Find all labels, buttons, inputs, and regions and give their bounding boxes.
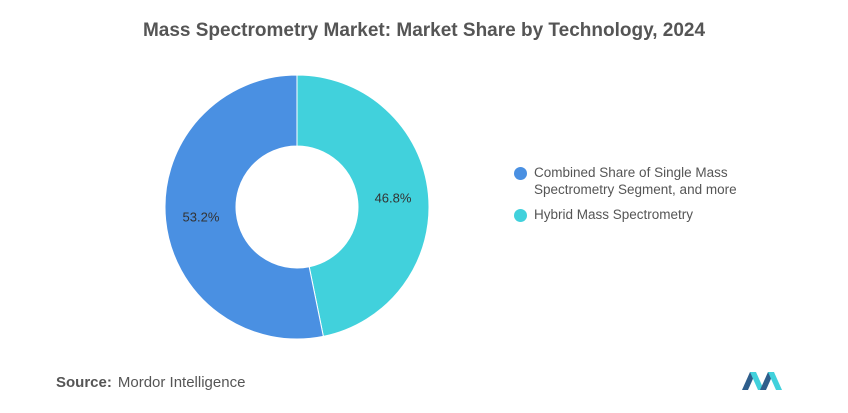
legend-item-single-ms: Combined Share of Single Mass Spectromet… — [514, 164, 794, 198]
legend-label-hybrid-ms: Hybrid Mass Spectrometry — [534, 207, 694, 222]
legend-swatch-hybrid-ms — [514, 209, 527, 222]
legend-swatch-single-ms — [514, 167, 527, 180]
source-note: Source: Mordor Intelligence — [56, 374, 245, 391]
donut-slice-label-1: 53.2% — [183, 210, 220, 225]
source-label: Source: — [56, 374, 112, 391]
legend-item-hybrid-ms: Hybrid Mass Spectrometry — [514, 206, 794, 223]
chart-title: Mass Spectrometry Market: Market Share b… — [142, 20, 706, 41]
mordor-intelligence-logo-icon — [742, 372, 782, 390]
legend-label-single-ms: Combined Share of Single Mass Spectromet… — [534, 165, 737, 197]
donut-slice-0 — [296, 74, 430, 337]
legend: Combined Share of Single Mass Spectromet… — [514, 164, 794, 231]
donut-slice-1 — [164, 74, 324, 340]
donut-slice-label-0: 46.8% — [375, 190, 412, 205]
source-text: Mordor Intelligence — [117, 374, 246, 391]
